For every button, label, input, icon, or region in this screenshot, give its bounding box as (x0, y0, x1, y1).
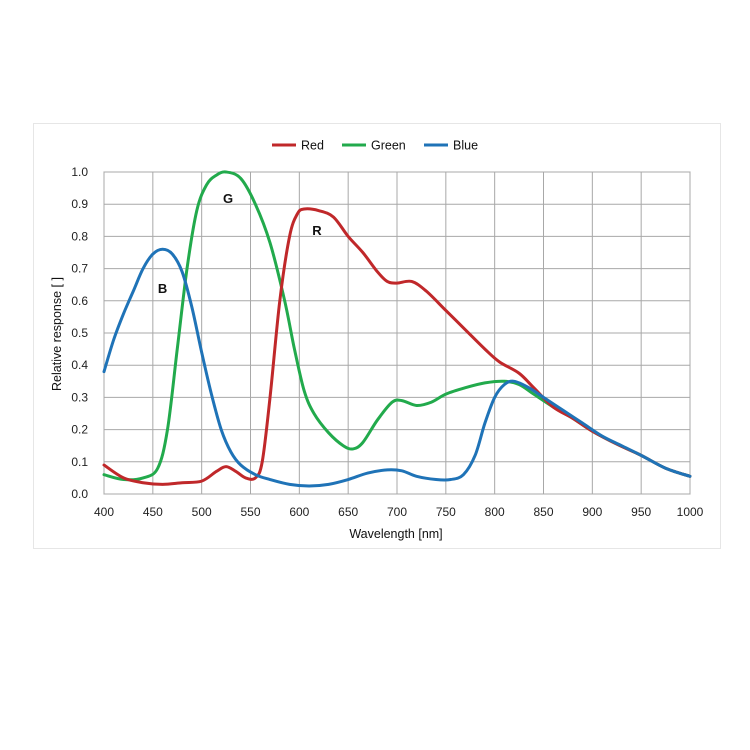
y-tick-label: 0.7 (71, 262, 88, 276)
chart-card: 0.0 0.1 0.2 0.3 0.4 0.5 0.6 0.7 0.8 0.9 1.0 400 450… (33, 123, 721, 549)
x-tick-label: 1000 (677, 505, 704, 519)
curve-label-red: R (312, 223, 322, 238)
x-tick-label: 950 (631, 505, 651, 519)
legend: Red Green Blue (272, 139, 478, 153)
y-tick-labels: 0.0 0.1 0.2 0.3 0.4 0.5 0.6 0.7 0.8 0.9 1.0 (71, 165, 88, 501)
x-tick-label: 750 (436, 505, 456, 519)
curve-label-green: G (223, 191, 233, 206)
y-tick-label: 0.8 (71, 229, 88, 243)
y-tick-label: 0.4 (71, 358, 88, 372)
y-tick-label: 0.5 (71, 326, 88, 340)
y-axis-title: Relative response [ ] (50, 277, 64, 391)
legend-label-blue: Blue (453, 139, 478, 153)
x-tick-label: 550 (240, 505, 260, 519)
x-tick-label: 650 (338, 505, 358, 519)
x-tick-label: 900 (582, 505, 602, 519)
y-tick-label: 0.2 (71, 423, 88, 437)
series-lines (102, 170, 692, 488)
y-tick-label: 0.9 (71, 197, 88, 211)
x-tick-label: 500 (192, 505, 212, 519)
grid (103, 171, 691, 495)
x-tick-label: 450 (143, 505, 163, 519)
x-tick-label: 600 (289, 505, 309, 519)
y-tick-label: 0.0 (71, 487, 88, 501)
series-line-blue (102, 247, 692, 488)
chart-plot: 0.0 0.1 0.2 0.3 0.4 0.5 0.6 0.7 0.8 0.9 1.0 400 450… (50, 139, 704, 542)
y-tick-label: 1.0 (71, 165, 88, 179)
legend-label-green: Green (371, 139, 406, 153)
curve-labels: R G B (158, 191, 322, 296)
x-tick-label: 400 (94, 505, 114, 519)
y-tick-label: 0.6 (71, 294, 88, 308)
x-tick-label: 850 (533, 505, 553, 519)
x-axis-title: Wavelength [nm] (349, 527, 442, 541)
y-tick-label: 0.3 (71, 390, 88, 404)
y-tick-label: 0.1 (71, 455, 88, 469)
curve-label-blue: B (158, 281, 167, 296)
x-tick-label: 800 (485, 505, 505, 519)
x-tick-labels: 400 450 500 550 600 650 700 750 800 850 900 950 1000 (94, 505, 704, 519)
series-line-green (102, 170, 692, 482)
legend-label-red: Red (301, 139, 324, 153)
x-tick-label: 700 (387, 505, 407, 519)
